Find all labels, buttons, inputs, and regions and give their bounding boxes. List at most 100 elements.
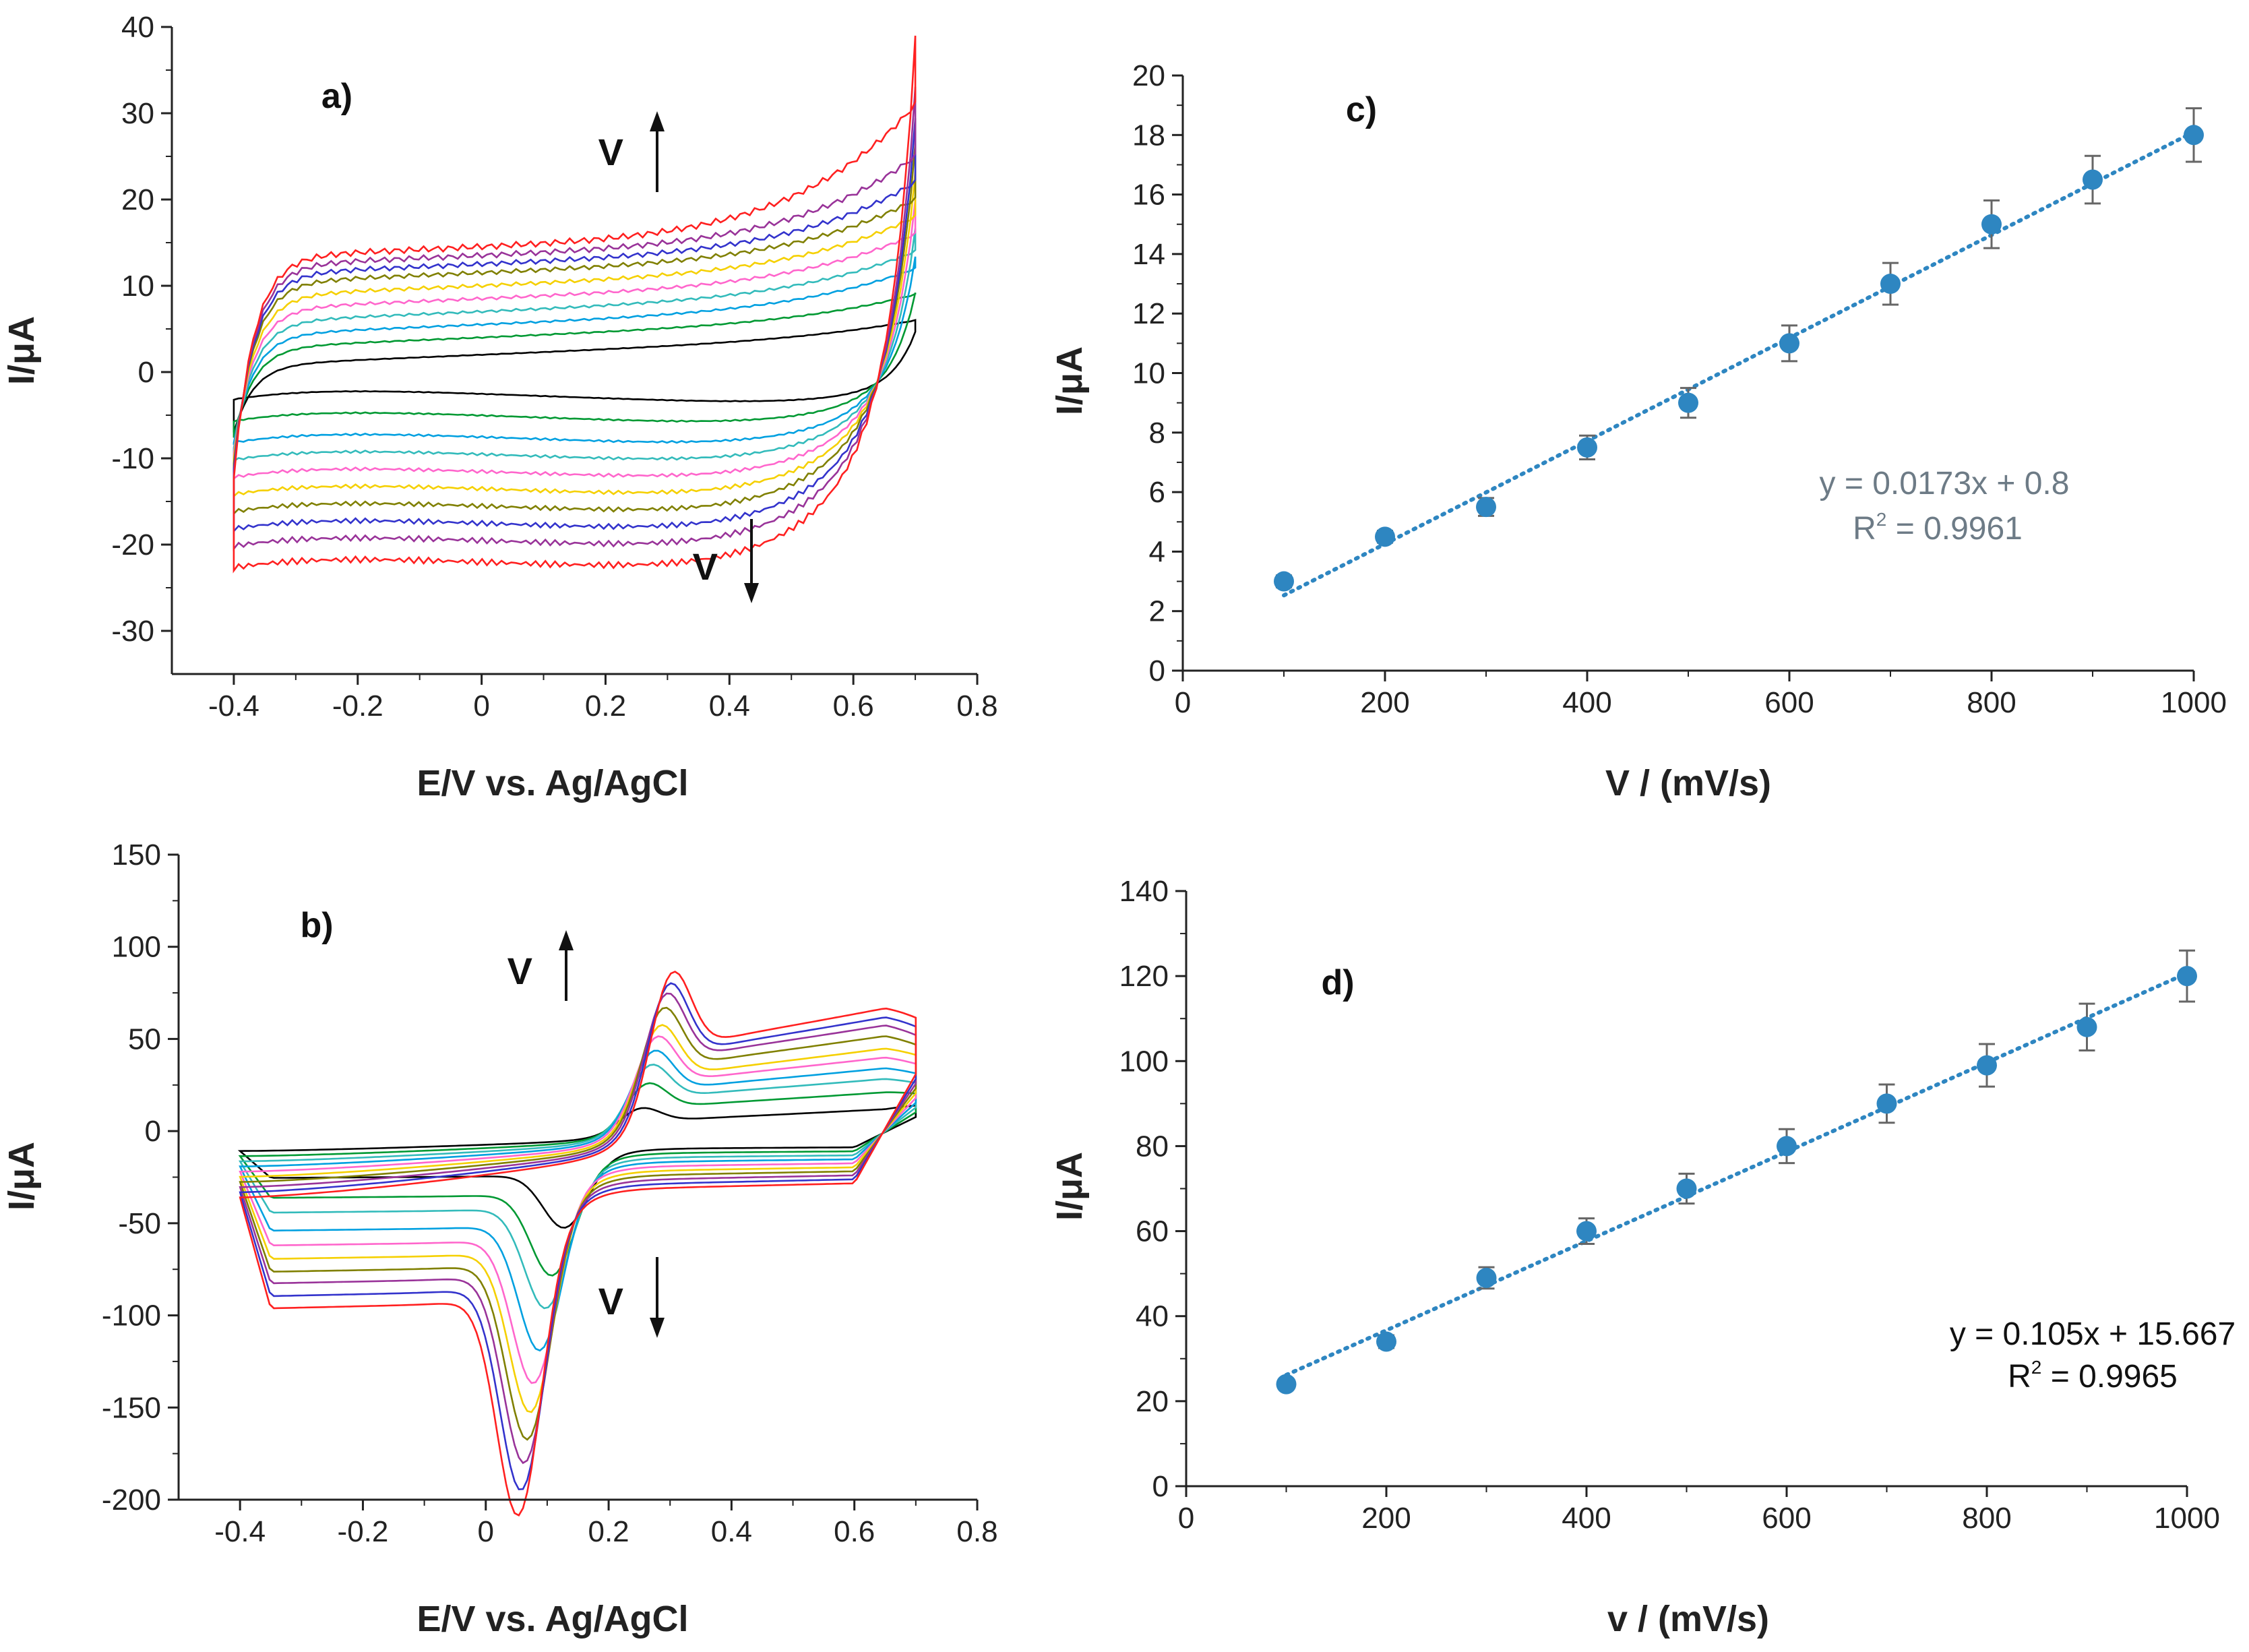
cv-curve-b [239, 982, 917, 1491]
x-tick-label: 600 [1764, 686, 1814, 719]
y-tick-label: 0 [1152, 1470, 1169, 1503]
chart-panel-a: -0.4 -0.2 0 0.2 0.4 0.6 0.8 -30 -20 -10 0 10 20 30 40 E… [1, 11, 998, 803]
fit-line [1282, 129, 2196, 598]
y-tick-label: 20 [121, 183, 154, 216]
y-tick-label: 0 [1149, 654, 1165, 687]
panel-label: d) [1321, 963, 1354, 1002]
x-tick-label: 0.2 [585, 690, 626, 723]
x-tick-label: -0.2 [332, 690, 383, 723]
y-tick-label: 4 [1149, 535, 1165, 568]
y-tick-label: -100 [102, 1299, 161, 1333]
x-tick-label: 0.6 [834, 1515, 875, 1548]
y-tick-label: 20 [1136, 1385, 1169, 1418]
y-tick-label: 40 [1136, 1300, 1169, 1333]
r-squared-exponent: 2 [2031, 1357, 2042, 1378]
y-tick-label: 18 [1132, 119, 1165, 152]
panel-label: b) [300, 906, 333, 945]
data-point [1777, 1136, 1797, 1157]
x-tick-label: 600 [1762, 1502, 1811, 1535]
y-tick-label: 20 [1132, 59, 1165, 92]
data-point [2184, 125, 2204, 146]
y-tick-label: 50 [128, 1022, 161, 1056]
y-tick-label: 100 [1119, 1045, 1169, 1078]
chart-panel-c: 0 200 400 600 800 1000 0 2 4 6 8 10 12 14 16 18 20 V / (m… [1049, 59, 2227, 803]
data-point [1274, 571, 1294, 592]
data-point [1981, 214, 2002, 235]
y-tick-label: 30 [121, 97, 154, 130]
x-tick-label: 800 [1962, 1502, 2011, 1535]
x-tick-label: 200 [1361, 1502, 1411, 1535]
y-tick-label: -10 [111, 442, 154, 475]
data-point [1880, 274, 1901, 295]
r-squared: R2 = 0.9965 [2008, 1357, 2178, 1395]
y-tick-label: 140 [1119, 875, 1169, 908]
y-tick-label: 10 [1132, 357, 1165, 390]
y-tick-label: 12 [1132, 297, 1165, 330]
y-tick-label: -50 [118, 1207, 161, 1240]
y-tick-label: 60 [1136, 1215, 1169, 1248]
y-tick-label: 0 [138, 356, 154, 389]
y-tick-label: 14 [1132, 238, 1165, 271]
scan-rate-label-up: V [598, 131, 623, 173]
y-tick-label: -20 [111, 528, 154, 561]
data-point [1779, 333, 1799, 354]
y-tick-label: 150 [112, 838, 161, 871]
r-squared-value: = 0.9961 [1886, 511, 2023, 547]
x-axis-label: V / (mV/s) [1605, 763, 1771, 803]
x-tick-label: 0 [473, 690, 489, 723]
y-tick-label: -200 [102, 1483, 161, 1517]
x-tick-label: -0.4 [208, 690, 259, 723]
scan-rate-label-down: V [598, 1280, 623, 1322]
x-tick-label: 0.6 [833, 690, 874, 723]
x-tick-label: 200 [1360, 686, 1409, 719]
r-squared: R2 = 0.9961 [1853, 509, 2023, 547]
data-point [1678, 392, 1698, 413]
x-tick-label: 0.8 [956, 690, 997, 723]
x-tick-label: 0.4 [711, 1515, 752, 1548]
chart-panel-d: 0 200 400 600 800 1000 0 20 40 60 80 100 120 140 v / (… [1049, 875, 2236, 1639]
data-point [1476, 1267, 1497, 1288]
scan-rate-label-up: V [507, 950, 532, 992]
r-squared-exponent: 2 [1876, 509, 1887, 530]
y-tick-label: 100 [112, 931, 161, 964]
y-tick-label: 6 [1149, 476, 1165, 509]
y-tick-label: -30 [111, 615, 154, 648]
arrow-up-head [650, 111, 665, 131]
fit-line [1284, 971, 2189, 1377]
cv-curve-a [233, 143, 917, 516]
y-tick-label: -150 [102, 1391, 161, 1424]
x-tick-label: 0 [1175, 686, 1191, 719]
data-point [1577, 437, 1597, 458]
r-squared-value: = 0.9965 [2041, 1359, 2178, 1395]
y-tick-label: 2 [1149, 595, 1165, 628]
x-axis-label: E/V vs. Ag/AgCl [417, 763, 688, 803]
data-point [2177, 966, 2197, 987]
data-point [2076, 1016, 2097, 1037]
x-tick-label: 1000 [2154, 1502, 2220, 1535]
arrow-up-head [559, 930, 574, 950]
y-axis-label: I/μA [1, 1142, 42, 1211]
x-tick-label: -0.2 [338, 1515, 389, 1548]
data-point [2083, 169, 2103, 190]
x-tick-label: -0.4 [214, 1515, 266, 1548]
cv-curve-a [233, 319, 917, 433]
chart-panel-b: -0.4 -0.2 0 0.2 0.4 0.6 0.8 -200 -150 -100 -50 0 50 1… [1, 838, 998, 1639]
r-squared-symbol: R [2008, 1359, 2031, 1395]
scan-rate-label-down: V [693, 545, 718, 588]
r-squared-symbol: R [1853, 511, 1876, 547]
data-point [1876, 1093, 1897, 1114]
data-point [1576, 1221, 1597, 1242]
data-point [1376, 1331, 1396, 1352]
x-tick-label: 0 [1178, 1502, 1194, 1535]
x-tick-label: 0 [478, 1515, 494, 1548]
x-tick-label: 400 [1562, 1502, 1611, 1535]
y-tick-label: 16 [1132, 179, 1165, 212]
y-axis-label: I/μA [1049, 1152, 1090, 1221]
x-tick-label: 0.2 [588, 1515, 629, 1548]
x-tick-label: 0.8 [956, 1515, 997, 1548]
y-tick-label: 0 [145, 1115, 161, 1148]
y-axis-label: I/μA [1, 316, 42, 385]
arrow-down-head [650, 1318, 665, 1338]
y-tick-label: 8 [1149, 417, 1165, 450]
